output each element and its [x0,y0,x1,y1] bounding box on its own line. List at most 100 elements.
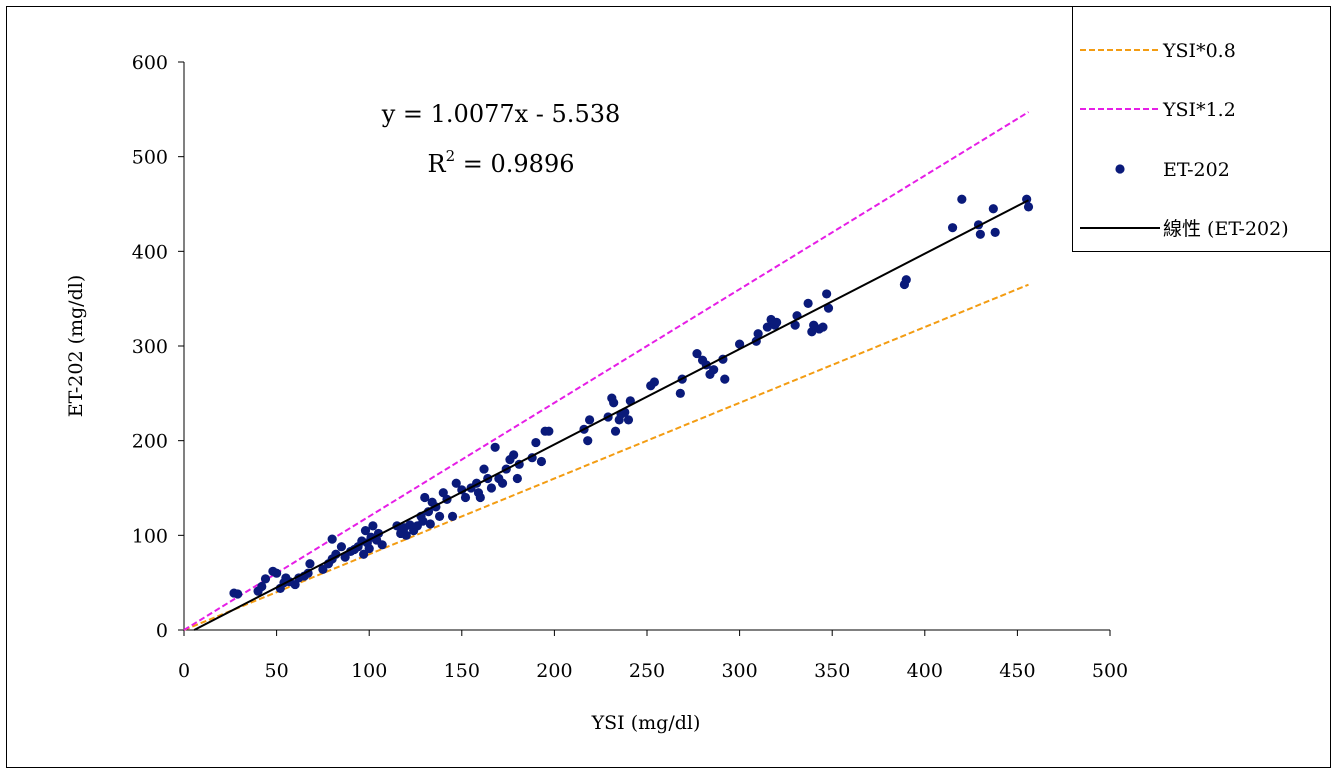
y-axis-ticks: 0 100 200 300 400 500 600 [132,52,184,642]
data-point [609,398,619,408]
y-tick-label: 0 [156,620,168,642]
data-point [790,320,800,330]
legend: YSI*0.8 YSI*1.2 ET-202 線性 (ET-202) [1072,6,1331,252]
legend-label: YSI*1.2 [1162,99,1236,121]
data-point [901,275,911,285]
data-point [423,507,434,517]
data-point [377,540,387,550]
data-point [451,478,461,488]
legend-item: YSI*1.2 [1080,99,1236,121]
legend-label: YSI*0.8 [1162,40,1236,62]
data-point [512,473,522,484]
regression-equation: y = 1.0077x - 5.538 [381,100,621,128]
data-point [233,589,243,599]
data-point [753,329,763,339]
data-point [803,298,813,308]
x-axis-ticks: 0 50 100 150 200 250 300 350 400 450 500 [178,630,1128,682]
legend-item: 線性 (ET-202) [1080,218,1289,240]
series-line-1 [183,111,1030,631]
data-point [957,194,967,204]
data-point [623,415,634,425]
data-point [947,223,958,233]
data-point [988,204,998,214]
data-point [479,464,489,474]
plot-area: 0 50 100 150 200 250 300 350 400 450 500 0 100 200 30… [132,52,1128,682]
legend-item: YSI*0.8 [1080,40,1236,62]
x-tick-label: 500 [1092,660,1128,682]
x-tick-label: 100 [351,660,387,682]
x-tick-label: 300 [721,660,757,682]
legend-label: ET-202 [1163,159,1230,181]
data-point [544,426,554,436]
data-point [260,574,271,584]
data-point [720,374,730,384]
data-point [327,534,337,544]
x-tick-label: 250 [629,660,665,682]
x-tick-label: 150 [444,660,480,682]
data-point [460,492,471,503]
legend-marker [1115,164,1125,174]
legend-box [1072,6,1331,252]
series-layer [183,111,1034,631]
data-point [447,511,458,521]
data-point [610,426,621,436]
data-point [822,289,832,299]
data-point [975,229,985,239]
data-point [425,519,435,529]
trendline [193,199,1029,631]
data-point [360,526,371,536]
data-point [401,530,411,540]
x-tick-label: 450 [999,660,1035,682]
data-point [368,521,378,531]
data-point [364,543,374,554]
data-point [1023,202,1034,212]
r-squared-value: = 0.9896 [455,150,574,178]
y-tick-label: 100 [132,525,168,547]
r-squared-label: R [428,150,447,178]
data-point [318,564,328,575]
y-tick-label: 400 [132,241,168,263]
data-point [359,549,369,559]
data-point [486,483,497,493]
data-point [475,492,485,503]
data-point [536,456,547,467]
x-tick-label: 0 [178,660,190,682]
x-tick-label: 350 [814,660,850,682]
data-point [818,322,828,332]
x-axis-title: YSI (mg/dl) [591,712,701,734]
data-point [490,442,500,452]
data-point [497,478,508,488]
y-tick-label: 600 [132,52,168,74]
r-squared: R2 = 0.9896 [428,147,575,178]
data-point [272,568,282,578]
data-point [457,485,467,495]
x-tick-label: 400 [907,660,943,682]
data-point [709,365,719,375]
y-axis-title: ET-202 (mg/dl) [65,275,87,417]
legend-item: ET-202 [1115,159,1230,181]
data-point [583,436,593,446]
data-point [990,227,1000,237]
data-point [649,377,660,387]
data-point [762,322,772,332]
data-point [692,348,702,359]
chart-svg: 0 50 100 150 200 250 300 350 400 450 500 0 100 200 30… [6,6,1331,768]
data-point [509,450,519,460]
x-tick-label: 50 [265,660,289,682]
r-squared-exponent: 2 [446,147,456,165]
data-point [420,492,430,503]
y-tick-label: 200 [132,431,168,453]
data-point [418,516,428,526]
data-point [584,415,595,425]
legend-label: 線性 (ET-202) [1163,218,1289,240]
series-line-0 [183,283,1029,631]
data-point [675,388,685,398]
data-point [823,303,834,313]
y-tick-label: 500 [132,147,168,169]
y-tick-label: 300 [132,336,168,358]
chart-frame: 0 50 100 150 200 250 300 350 400 450 500 0 100 200 30… [6,6,1331,768]
data-point [336,542,347,552]
data-point [340,552,350,562]
data-point [735,339,745,349]
data-point [531,437,541,448]
